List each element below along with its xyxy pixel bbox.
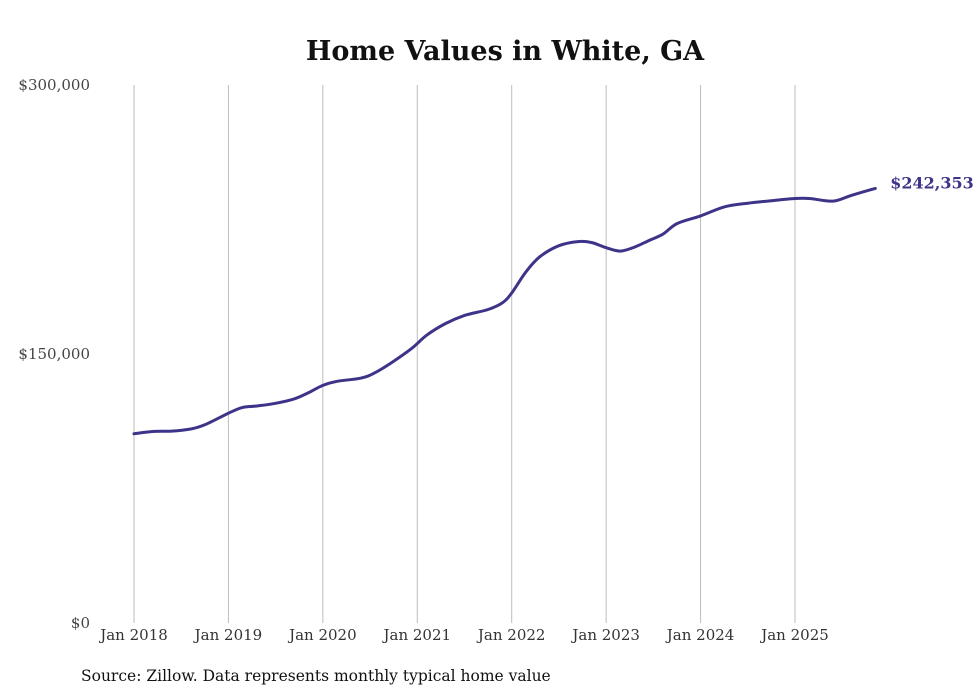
chart-title: Home Values in White, GA <box>306 36 705 67</box>
source-note: Source: Zillow. Data represents monthly … <box>81 667 551 685</box>
x-tick-label: Jan 2020 <box>287 626 357 644</box>
series-line-0 <box>132 186 877 436</box>
y-axis-ticks: $0 $150,000 $300,000 <box>18 76 90 632</box>
y-tick-label: $0 <box>71 614 90 632</box>
x-axis-ticks: Jan 2018 Jan 2019 Jan 2020 Jan 2021 Jan 2022… <box>98 626 829 644</box>
x-tick-label: Jan 2019 <box>193 626 263 644</box>
x-tick-label: Jan 2024 <box>665 626 735 644</box>
x-tick-label: Jan 2023 <box>570 626 640 644</box>
end-value-label: $242,353 <box>890 173 974 192</box>
y-tick-label: $150,000 <box>18 345 90 363</box>
x-tick-label: Jan 2018 <box>98 626 168 644</box>
gridlines <box>133 85 796 623</box>
y-tick-label: $300,000 <box>18 76 90 94</box>
series-layer <box>132 186 877 436</box>
x-tick-label: Jan 2021 <box>382 626 452 644</box>
x-tick-label: Jan 2025 <box>759 626 829 644</box>
x-tick-label: Jan 2022 <box>476 626 546 644</box>
